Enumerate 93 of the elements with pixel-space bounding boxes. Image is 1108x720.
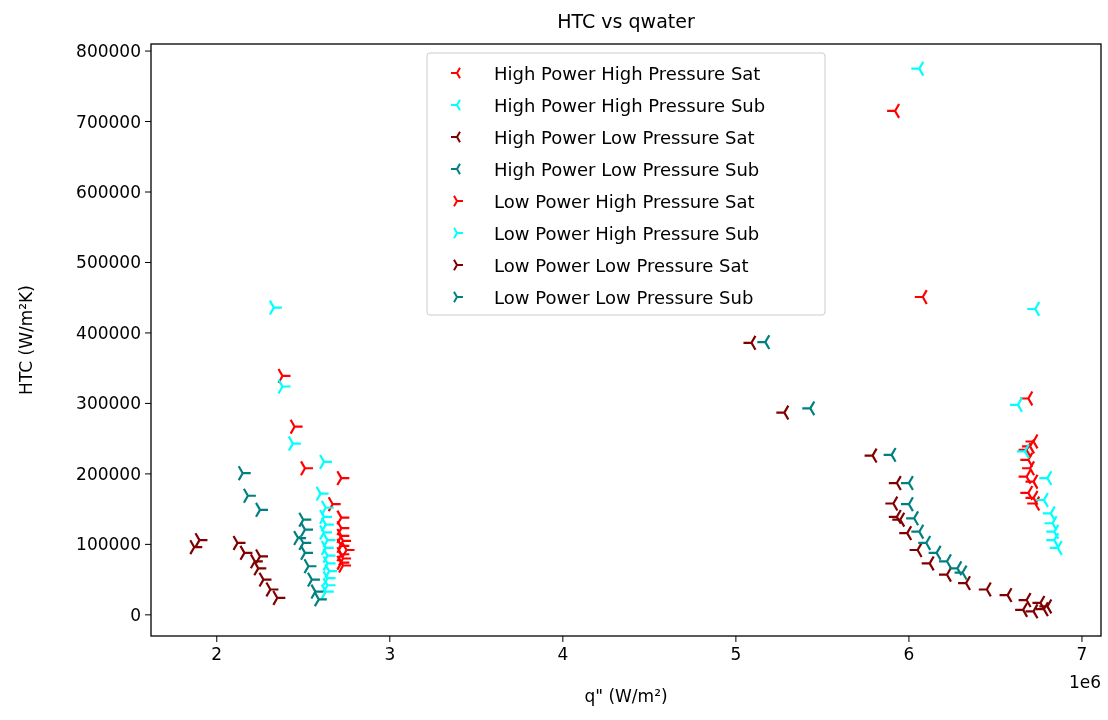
point — [1043, 515, 1058, 532]
point — [1048, 539, 1063, 556]
x-tick-label: 5 — [730, 644, 742, 664]
legend-label: Low Power Low Pressure Sub — [494, 287, 754, 308]
y-tick-label: 500000 — [76, 252, 141, 273]
text: 1e6 — [1068, 672, 1101, 692]
legend-label: High Power Low Pressure Sub — [494, 159, 760, 180]
point — [315, 485, 330, 502]
point — [887, 508, 902, 525]
point — [299, 460, 315, 477]
y-tick-label: 200000 — [76, 463, 141, 484]
chart-title: HTC vs qwater — [557, 10, 695, 32]
point — [913, 288, 928, 306]
point — [910, 523, 925, 540]
point — [1038, 598, 1053, 615]
point — [277, 367, 292, 384]
legend-label: High Power Low Pressure Sat — [494, 127, 755, 148]
point — [1019, 390, 1034, 407]
point — [320, 499, 335, 516]
x-tick-label: 6 — [903, 644, 915, 664]
point — [1026, 495, 1041, 512]
x-tick-label: 7 — [1076, 644, 1088, 664]
point — [237, 465, 252, 482]
x-tick-label: 3 — [384, 644, 396, 664]
point — [742, 334, 757, 351]
point — [318, 453, 334, 470]
point — [242, 487, 257, 504]
point — [885, 102, 901, 119]
point — [937, 566, 953, 583]
point — [756, 334, 771, 351]
legend-label: High Power High Pressure Sub — [494, 95, 766, 116]
point — [887, 475, 902, 492]
y-tick-label: 100000 — [76, 534, 141, 555]
point — [1019, 484, 1034, 501]
point — [306, 571, 322, 588]
point — [327, 496, 342, 513]
point — [1034, 601, 1049, 618]
point — [268, 299, 283, 316]
legend-label: Low Power High Pressure Sub — [494, 223, 760, 244]
point — [953, 564, 968, 581]
point — [977, 581, 992, 598]
point — [905, 510, 920, 527]
point — [956, 575, 972, 592]
x-tick-label: 2 — [211, 644, 223, 664]
point — [910, 60, 925, 77]
point — [336, 470, 351, 487]
point — [920, 555, 935, 572]
point — [863, 447, 878, 464]
point — [277, 378, 292, 395]
point — [254, 501, 270, 518]
x-tick-label: 4 — [557, 644, 569, 664]
point — [998, 587, 1013, 604]
point — [898, 525, 913, 542]
point — [917, 534, 932, 551]
point — [801, 400, 816, 417]
point — [1045, 523, 1060, 540]
y-axis-title: HTC (W/m²K) — [16, 285, 36, 395]
legend-label: Low Power Low Pressure Sat — [494, 255, 749, 276]
legend-label: High Power High Pressure Sat — [494, 63, 761, 84]
point — [1041, 505, 1056, 522]
point — [1026, 300, 1041, 318]
point — [884, 495, 899, 512]
point — [899, 475, 915, 492]
y-tick-label: 300000 — [76, 393, 141, 414]
x-axis-title: q" (W/m²) — [584, 686, 668, 706]
point — [1038, 470, 1053, 487]
point — [189, 539, 204, 556]
point — [948, 560, 963, 577]
point — [336, 546, 351, 563]
point — [1034, 491, 1049, 509]
point — [1045, 532, 1060, 549]
point — [1024, 473, 1039, 490]
point — [287, 435, 302, 452]
point — [1008, 396, 1024, 413]
point — [289, 418, 304, 435]
point — [254, 548, 270, 565]
point — [927, 544, 942, 561]
point — [899, 496, 915, 513]
point — [1019, 451, 1034, 468]
point — [336, 509, 351, 526]
point — [891, 511, 906, 528]
point — [320, 583, 335, 600]
point — [882, 446, 897, 463]
point — [1024, 489, 1039, 506]
y-tick-label: 400000 — [76, 322, 141, 343]
point — [303, 558, 318, 575]
y-tick-label: 800000 — [76, 41, 141, 62]
y-tick-label: 700000 — [76, 111, 141, 132]
y-tick-label: 0 — [130, 604, 141, 625]
legend-label: Low Power High Pressure Sat — [494, 191, 755, 212]
point — [775, 404, 790, 421]
y-tick-label: 600000 — [76, 182, 141, 202]
point — [937, 553, 953, 570]
